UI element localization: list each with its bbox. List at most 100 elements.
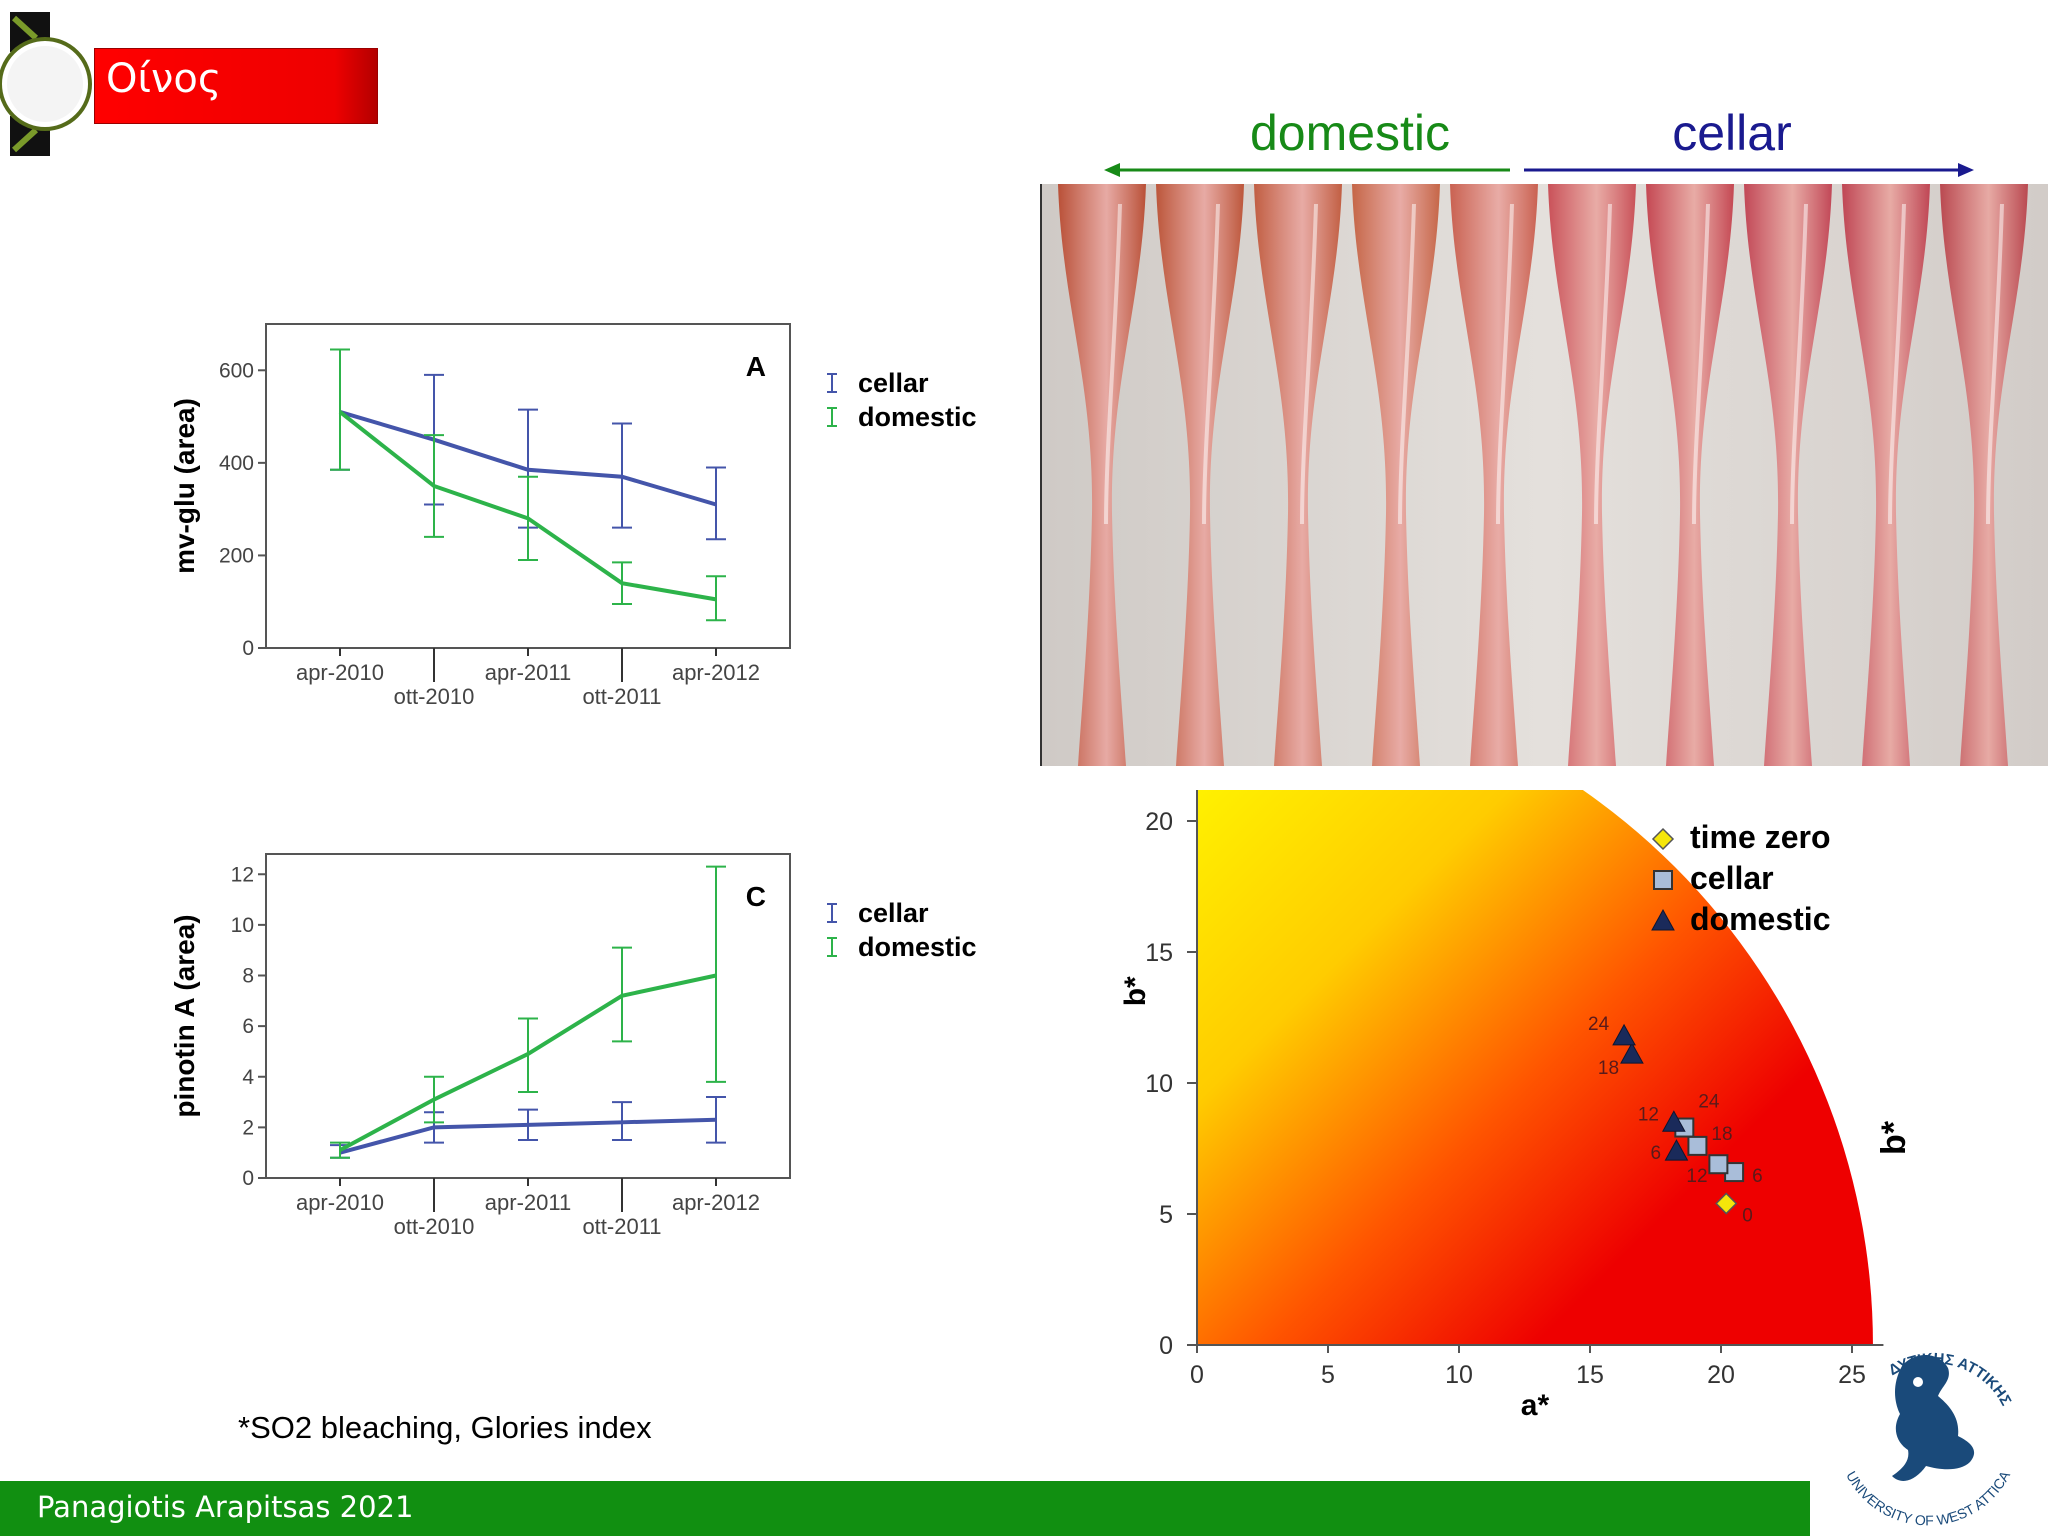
x-tick-label: apr-2012: [672, 660, 760, 685]
point-label: 24: [1588, 1014, 1610, 1035]
x-tick-label: 20: [1707, 1361, 1735, 1389]
y-tick-label: 12: [231, 863, 254, 886]
x-axis-label: a*: [1521, 1389, 1550, 1422]
x-tick-label: 15: [1576, 1361, 1604, 1389]
colour-space-chart: 05101520250510152025a*b*061218246121824t…: [1119, 790, 1884, 1422]
point-label: 18: [1598, 1058, 1619, 1079]
point-label: 6: [1650, 1143, 1661, 1164]
point-label: 0: [1742, 1206, 1753, 1227]
chart-c: 0 2 4 6 8 10 12 apr-2010 ott-2010 apr-2011 ott-201…: [169, 853, 977, 1239]
y-tick-label: 400: [219, 452, 254, 475]
side-b-label: b*: [1875, 1108, 1930, 1173]
wine-glass: [1352, 184, 1440, 766]
glass-highlight: [1104, 203, 1122, 525]
x-tick-label: ott-2011: [582, 684, 661, 709]
point-cellar: [1708, 1154, 1729, 1175]
glass-highlight: [1594, 203, 1612, 525]
x-tick-label: ott-2010: [394, 1214, 475, 1239]
photo-label-domestic: domestic: [1250, 105, 1450, 161]
point-label: 18: [1711, 1124, 1732, 1145]
footer-author: Panagiotis Arapitsas 2021: [37, 1490, 414, 1524]
logo-figure: [1892, 1354, 1975, 1481]
wine-glass: [1744, 184, 1832, 766]
point-domestic: [1620, 1042, 1644, 1064]
panel-label: C: [746, 881, 766, 912]
glass-highlight: [1888, 203, 1906, 525]
university-logo: ΔΥΤΙΚΗΣ ΑΤΤΙΚΗΣ UNIVERSITY OF WEST ATTIC…: [1843, 1350, 2014, 1529]
glass-highlight: [1790, 203, 1808, 525]
wine-glass: [1450, 184, 1538, 766]
y-tick-label: 0: [1159, 1332, 1173, 1360]
wine-glass: [1842, 184, 1930, 766]
side-b-label-graphic: b*: [1875, 1120, 1913, 1155]
y-tick-label: 2: [242, 1116, 254, 1139]
legend-marker-cellar: [1653, 870, 1673, 890]
legend-label-cellar: cellar: [1690, 860, 1774, 896]
glass-highlight: [1398, 203, 1416, 525]
legend-label-cellar: cellar: [858, 368, 929, 398]
footnote: *SO2 bleaching, Glories index: [238, 1410, 652, 1445]
glass-highlight: [1202, 203, 1220, 525]
glass-highlight: [1496, 203, 1514, 525]
y-axis-label: mv-glu (area): [169, 398, 200, 574]
y-tick-label: 0: [242, 1167, 254, 1190]
glass-highlight: [1300, 203, 1318, 525]
side-b-text: b*: [1880, 1120, 1913, 1155]
point-label: 12: [1638, 1104, 1659, 1125]
wine-glass: [1058, 184, 1146, 766]
y-tick-label: 6: [242, 1015, 254, 1038]
title-bar: [94, 48, 378, 124]
glass-highlight: [1692, 203, 1710, 525]
point-label: 24: [1698, 1092, 1720, 1113]
legend-label-domestic: domestic: [858, 932, 977, 962]
point-label: 6: [1752, 1166, 1763, 1187]
y-tick-label: 10: [1145, 1070, 1173, 1098]
logo-text-bottom: UNIVERSITY OF WEST ATTICA: [1843, 1468, 2013, 1529]
wine-glass: [1646, 184, 1734, 766]
y-tick-label: 200: [219, 544, 254, 567]
panel-label: A: [746, 351, 766, 382]
legend-label-time-zero: time zero: [1690, 819, 1830, 855]
wine-glass: [1548, 184, 1636, 766]
point-domestic: [1664, 1139, 1689, 1161]
legend-label-cellar: cellar: [858, 898, 929, 928]
point-domestic: [1612, 1023, 1636, 1046]
x-tick-label: ott-2011: [582, 1214, 661, 1239]
legend-label-domestic: domestic: [858, 402, 977, 432]
footer-bar: [0, 1481, 1810, 1536]
glass-highlight: [1986, 203, 2004, 525]
x-tick-label: apr-2010: [296, 1190, 384, 1215]
x-tick-label: 25: [1838, 1361, 1866, 1389]
wine-glass: [1254, 184, 1342, 766]
x-tick-label: apr-2011: [485, 660, 571, 685]
y-axis-label: pinotin A (area): [169, 914, 200, 1117]
point-label: 12: [1686, 1166, 1707, 1187]
point-time-zero: [1715, 1192, 1738, 1215]
y-tick-label: 4: [242, 1066, 254, 1089]
y-tick-label: 5: [1159, 1201, 1173, 1229]
legend-marker-domestic: [1651, 908, 1675, 931]
x-tick-label: 10: [1445, 1361, 1473, 1389]
colour-wedge: [1197, 790, 1873, 1345]
point-cellar: [1687, 1135, 1708, 1156]
x-tick-label: apr-2012: [672, 1190, 760, 1215]
y-tick-label: 0: [242, 637, 254, 660]
y-tick-label: 20: [1145, 808, 1173, 836]
y-tick-label: 600: [219, 359, 254, 382]
x-tick-label: 5: [1321, 1361, 1335, 1389]
legend-marker-time-zero: [1651, 827, 1675, 851]
wine-photo-graphic: [1042, 184, 2048, 766]
legend-label-domestic: domestic: [1690, 901, 1830, 937]
page-title: Οίνος: [106, 56, 222, 102]
wine-glass: [1156, 184, 1244, 766]
photo-banner: domestic cellar: [1104, 105, 1974, 177]
arrowhead-domestic: [1104, 163, 1120, 177]
chart-a: 0 200 400 600 apr-2010 ott-2010 apr-2011 ott-20…: [169, 323, 977, 709]
x-tick-label: 0: [1190, 1361, 1204, 1389]
y-tick-label: 8: [242, 965, 254, 988]
arrowhead-cellar: [1958, 163, 1974, 177]
photo-label-cellar: cellar: [1672, 105, 1791, 161]
x-tick-label: apr-2011: [485, 1190, 571, 1215]
y-axis-label: b*: [1119, 976, 1152, 1006]
y-tick-label: 15: [1145, 939, 1173, 967]
